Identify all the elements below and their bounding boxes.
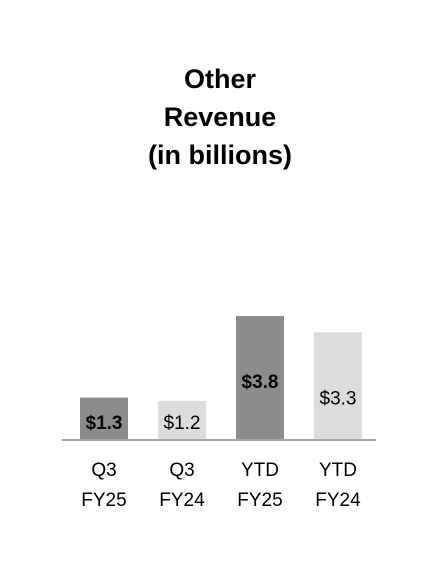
x-tick-label-0-line-1: FY25 [81, 490, 126, 511]
x-tick-label-2-line-0: YTD [241, 460, 279, 481]
bar-1 [158, 400, 206, 440]
bar-value-label-2: $3.8 [242, 372, 279, 393]
x-tick-label-2-line-1: FY25 [237, 490, 282, 511]
bar-value-label-3: $3.3 [320, 388, 357, 409]
bar-2 [236, 316, 284, 440]
x-tick-label-3-line-0: YTD [319, 460, 357, 481]
bar-value-label-0: $1.3 [86, 413, 123, 434]
chart-title: Other Revenue (in billions) [0, 60, 440, 174]
bars-layer [80, 316, 362, 440]
labels-layer: $1.3 $1.2 $3.8 $3.3 [86, 372, 357, 434]
x-tick-labels: Q3 FY25 Q3 FY24 YTD FY25 YTD FY24 [81, 460, 361, 511]
x-tick-label-1-line-1: FY24 [159, 490, 205, 511]
bar-3 [314, 332, 362, 440]
bar-value-label-1: $1.2 [164, 413, 201, 434]
x-tick-label-1-line-0: Q3 [169, 460, 194, 481]
x-tick-label-0-line-0: Q3 [91, 460, 116, 481]
chart-title-line-3: (in billions) [148, 140, 292, 170]
chart-title-line-1: Other [183, 64, 256, 94]
x-tick-label-3-line-1: FY24 [315, 490, 361, 511]
chart-title-line-2: Revenue [163, 102, 277, 132]
bar-0 [80, 397, 128, 440]
